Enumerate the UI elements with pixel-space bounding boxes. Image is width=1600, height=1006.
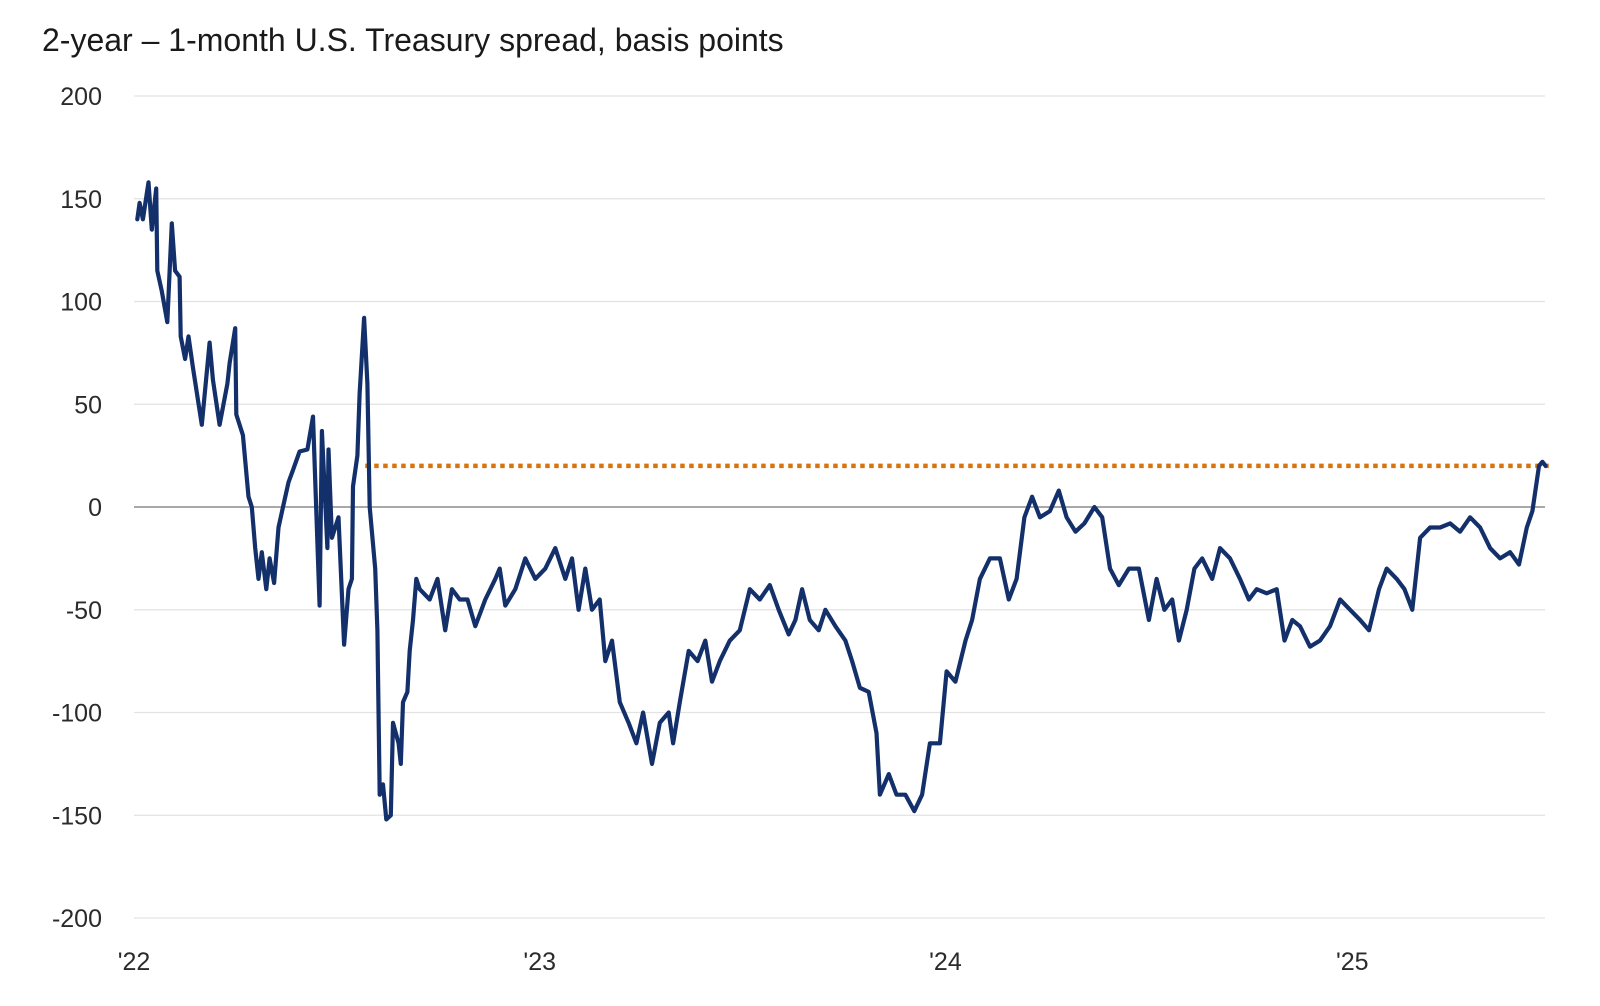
gridlines	[134, 95, 1545, 919]
y-tick-label: -200	[52, 905, 102, 933]
y-tick-label: 150	[60, 186, 102, 214]
y-axis-ticks: 200 150 100 50 0 -50 -100 -150 -200	[52, 83, 102, 933]
y-tick-label: 50	[74, 391, 102, 419]
x-tick-label: '23	[523, 948, 556, 976]
y-tick-label: 0	[88, 494, 102, 522]
y-tick-label: -50	[66, 597, 102, 625]
y-tick-label: -100	[52, 700, 102, 728]
x-axis-ticks: '22 '23 '24 '25	[118, 948, 1369, 976]
y-tick-label: 200	[60, 83, 102, 111]
x-tick-label: '22	[118, 948, 151, 976]
x-tick-label: '25	[1336, 948, 1369, 976]
x-tick-label: '24	[929, 948, 962, 976]
series-line	[135, 180, 1548, 822]
y-tick-label: -150	[52, 802, 102, 830]
y-tick-label: 100	[60, 289, 102, 317]
chart-title: 2-year – 1-month U.S. Treasury spread, b…	[42, 22, 784, 58]
